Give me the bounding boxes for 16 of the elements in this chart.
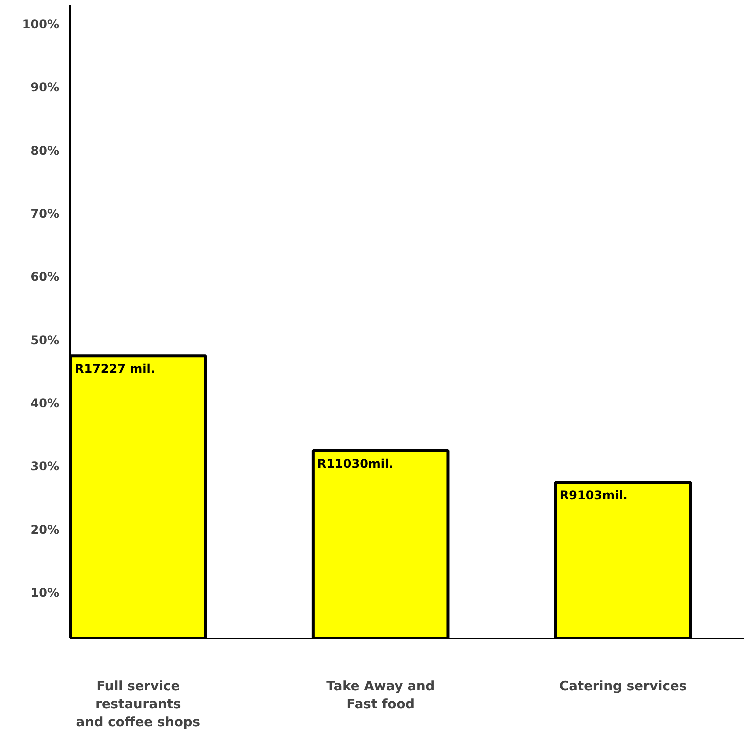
data-label: R17227 mil. — [74, 362, 156, 376]
y-tick-label: 50% — [30, 333, 60, 348]
y-tick-label: 80% — [30, 144, 60, 158]
y-tick-label: 70% — [30, 206, 60, 221]
y-tick-label: 30% — [30, 460, 60, 474]
data-label: R9103mil. — [560, 488, 628, 502]
y-tick-label: 90% — [30, 80, 60, 95]
y-tick-label: 10% — [30, 586, 60, 600]
y-tick-label: 100% — [22, 17, 60, 32]
y-tick-label: 60% — [30, 270, 60, 284]
x-tick-label: Catering services — [560, 680, 688, 694]
data-label: R11030mil. — [317, 456, 394, 471]
y-tick-label: 20% — [30, 522, 60, 537]
x-tick-label: Take Away and Fast food — [326, 680, 436, 712]
x-tick-label: Full service restaurants and coffee shops — [76, 680, 201, 730]
y-tick-label: 40% — [30, 396, 60, 410]
